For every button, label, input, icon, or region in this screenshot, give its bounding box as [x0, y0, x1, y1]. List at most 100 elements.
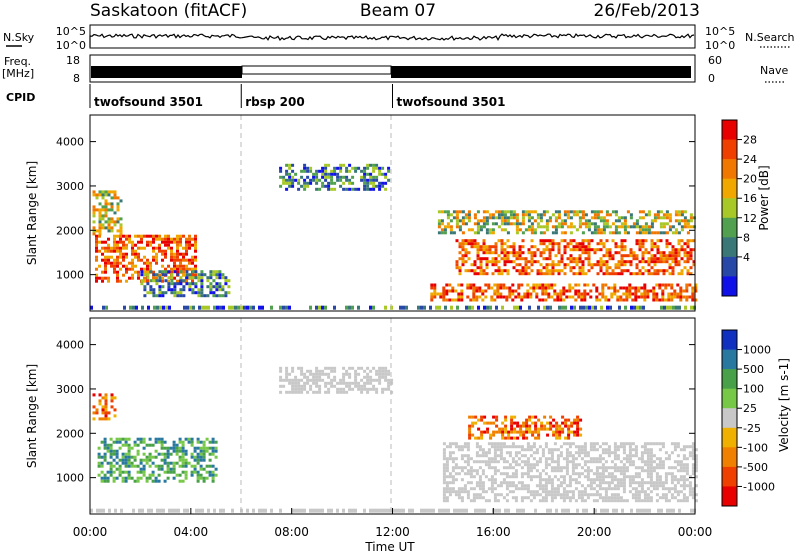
- heatmap-cell: [125, 264, 128, 268]
- heatmap-cell: [682, 454, 686, 458]
- heatmap-cell: [333, 181, 337, 185]
- heatmap-cell: [557, 210, 561, 214]
- heatmap-cell: [128, 237, 131, 241]
- heatmap-cell: [583, 292, 587, 296]
- heatmap-cell: [673, 292, 677, 296]
- heatmap-cell: [327, 390, 331, 394]
- heatmap-cell: [148, 476, 152, 480]
- heatmap-cell: [199, 452, 203, 456]
- heatmap-cell: [116, 220, 120, 224]
- heatmap-cell: [327, 187, 331, 191]
- heatmap-cell: [166, 452, 170, 456]
- heatmap-cell: [577, 490, 581, 494]
- heatmap-cell: [688, 490, 692, 494]
- heatmap-cell: [318, 372, 322, 376]
- heatmap-cell: [224, 291, 228, 295]
- heatmap-cell: [538, 472, 542, 476]
- heatmap-cell: [567, 418, 571, 422]
- heatmap-cell: [372, 366, 376, 370]
- heatmap-cell: [529, 448, 533, 452]
- heatmap-cell: [670, 466, 674, 470]
- heatmap-cell: [187, 440, 191, 444]
- heatmap-cell: [650, 242, 654, 246]
- heatmap-cell: [643, 469, 647, 473]
- heatmap-cell: [297, 387, 301, 391]
- heatmap-cell: [495, 430, 499, 434]
- heatmap-cell: [384, 305, 387, 310]
- heatmap-cell: [98, 402, 102, 406]
- heatmap-cell: [133, 455, 137, 459]
- heatmap-cell: [104, 399, 108, 403]
- heatmap-cell: [124, 461, 128, 465]
- heatmap-cell: [155, 276, 158, 280]
- heatmap-cell: [445, 490, 449, 494]
- heatmap-cell: [589, 295, 593, 299]
- heatmap-cell: [601, 283, 605, 287]
- heatmap-cell: [103, 452, 107, 456]
- heatmap-cell: [635, 254, 639, 258]
- heatmap-cell: [115, 452, 119, 456]
- heatmap-cell: [494, 248, 498, 252]
- heatmap-cell: [128, 276, 131, 280]
- heatmap-cell: [527, 210, 531, 214]
- heatmap-cell: [655, 478, 659, 482]
- heatmap-cell: [573, 305, 576, 310]
- heatmap-cell: [378, 166, 382, 170]
- heatmap-cell: [567, 508, 570, 513]
- heatmap-cell: [463, 460, 467, 464]
- heatmap-cell: [505, 475, 509, 479]
- heatmap-cell: [587, 239, 591, 243]
- heatmap-cell: [547, 493, 551, 497]
- heatmap-cell: [166, 461, 170, 465]
- heatmap-cell: [596, 213, 600, 217]
- heatmap-cell: [580, 466, 584, 470]
- heatmap-cell: [97, 461, 101, 465]
- heatmap-cell: [448, 283, 452, 287]
- heatmap-cell: [671, 272, 675, 276]
- heatmap-cell: [506, 260, 510, 264]
- heatmap-cell: [682, 295, 686, 299]
- heatmap-cell: [104, 190, 108, 194]
- heatmap-cell: [112, 452, 116, 456]
- heatmap-cell: [680, 228, 684, 232]
- heatmap-cell: [540, 427, 544, 431]
- heatmap-cell: [559, 466, 563, 470]
- heatmap-cell: [659, 222, 663, 226]
- heatmap-cell: [213, 508, 216, 513]
- heatmap-cell: [548, 216, 552, 220]
- heatmap-cell: [631, 448, 635, 452]
- heatmap-cell: [124, 455, 128, 459]
- heatmap-cell: [143, 246, 146, 250]
- heatmap-cell: [202, 449, 206, 453]
- heatmap-cell: [387, 369, 391, 373]
- heatmap-cell: [616, 295, 620, 299]
- heatmap-cell: [481, 472, 485, 476]
- heatmap-cell: [315, 178, 319, 182]
- heatmap-cell: [531, 430, 535, 434]
- heatmap-cell: [157, 437, 161, 441]
- heatmap-cell: [476, 266, 480, 270]
- heatmap-cell: [572, 266, 576, 270]
- heatmap-cell: [601, 457, 605, 461]
- heatmap-cell: [668, 257, 672, 261]
- heatmap-cell: [125, 270, 128, 274]
- heatmap-cell: [686, 251, 690, 255]
- heatmap-cell: [451, 451, 455, 455]
- heatmap-cell: [674, 248, 678, 252]
- heatmap-cell: [288, 178, 292, 182]
- heatmap-cell: [539, 225, 543, 229]
- heatmap-cell: [372, 163, 376, 167]
- heatmap-cell: [443, 225, 447, 229]
- heatmap-cell: [574, 457, 578, 461]
- heatmap-cell: [181, 452, 185, 456]
- heatmap-cell: [473, 242, 477, 246]
- heatmap-cell: [626, 254, 630, 258]
- heatmap-cell: [330, 384, 334, 388]
- heatmap-cell: [478, 286, 482, 290]
- heatmap-cell: [601, 487, 605, 491]
- heatmap-cell: [565, 469, 569, 473]
- heatmap-cell: [148, 437, 152, 441]
- heatmap-cell: [493, 289, 497, 293]
- heatmap-cell: [139, 437, 143, 441]
- heatmap-cell: [560, 257, 564, 261]
